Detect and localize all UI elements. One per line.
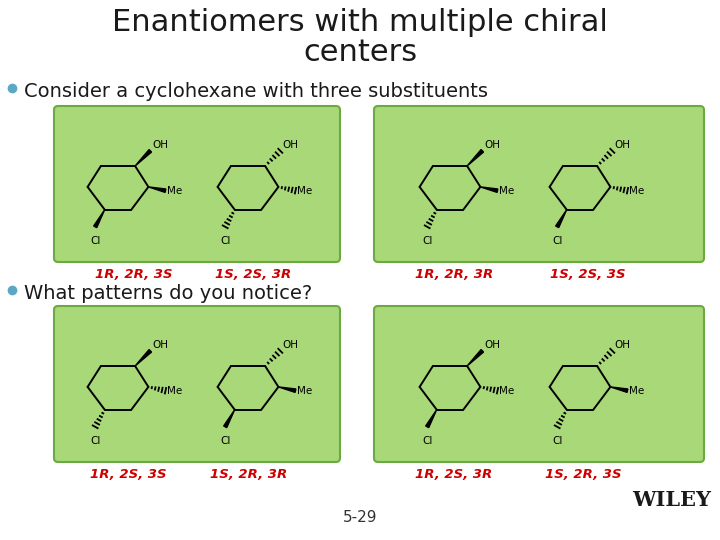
Text: Me: Me [168, 386, 183, 396]
Text: Me: Me [168, 186, 183, 195]
Text: 1R, 2R, 3R: 1R, 2R, 3R [415, 268, 493, 281]
Text: What patterns do you notice?: What patterns do you notice? [24, 284, 312, 303]
Text: OH: OH [153, 140, 168, 150]
Text: 1R, 2R, 3S: 1R, 2R, 3S [95, 268, 173, 281]
Text: OH: OH [614, 140, 630, 150]
Text: Consider a cyclohexane with three substituents: Consider a cyclohexane with three substi… [24, 82, 488, 101]
Text: WILEY: WILEY [632, 490, 711, 510]
Polygon shape [480, 187, 498, 192]
Text: OH: OH [153, 340, 168, 350]
Text: OH: OH [485, 340, 500, 350]
Text: Cl: Cl [552, 436, 562, 446]
Polygon shape [611, 387, 628, 393]
Text: 1S, 2R, 3S: 1S, 2R, 3S [545, 468, 621, 481]
Text: Cl: Cl [220, 236, 230, 246]
FancyBboxPatch shape [54, 106, 340, 262]
Polygon shape [467, 349, 484, 366]
Text: 1S, 2R, 3R: 1S, 2R, 3R [210, 468, 287, 481]
Text: 1R, 2S, 3S: 1R, 2S, 3S [90, 468, 166, 481]
Text: Cl: Cl [90, 436, 100, 446]
Text: Me: Me [500, 186, 515, 195]
Text: Cl: Cl [220, 436, 230, 446]
Text: OH: OH [282, 140, 298, 150]
Text: Enantiomers with multiple chiral: Enantiomers with multiple chiral [112, 8, 608, 37]
Text: Me: Me [629, 386, 644, 396]
FancyBboxPatch shape [374, 306, 704, 462]
Text: 1R, 2S, 3R: 1R, 2S, 3R [415, 468, 492, 481]
Text: Me: Me [297, 386, 312, 396]
FancyBboxPatch shape [54, 306, 340, 462]
FancyBboxPatch shape [374, 106, 704, 262]
Polygon shape [94, 210, 104, 228]
Polygon shape [135, 150, 151, 166]
Text: Me: Me [629, 186, 644, 195]
Polygon shape [224, 410, 235, 428]
Text: Cl: Cl [422, 236, 433, 246]
Text: 1S, 2S, 3R: 1S, 2S, 3R [215, 268, 292, 281]
Text: OH: OH [614, 340, 630, 350]
Text: 5-29: 5-29 [343, 510, 377, 525]
Polygon shape [135, 349, 151, 366]
Text: Cl: Cl [90, 236, 100, 246]
Polygon shape [148, 187, 166, 192]
Text: 1S, 2S, 3S: 1S, 2S, 3S [550, 268, 626, 281]
Text: OH: OH [485, 140, 500, 150]
Text: Cl: Cl [422, 436, 433, 446]
Polygon shape [279, 387, 296, 393]
Text: Cl: Cl [552, 236, 562, 246]
Polygon shape [556, 210, 567, 228]
Text: centers: centers [303, 38, 417, 67]
Polygon shape [467, 150, 484, 166]
Text: Me: Me [297, 186, 312, 195]
Text: OH: OH [282, 340, 298, 350]
Polygon shape [426, 410, 437, 428]
Text: Me: Me [500, 386, 515, 396]
